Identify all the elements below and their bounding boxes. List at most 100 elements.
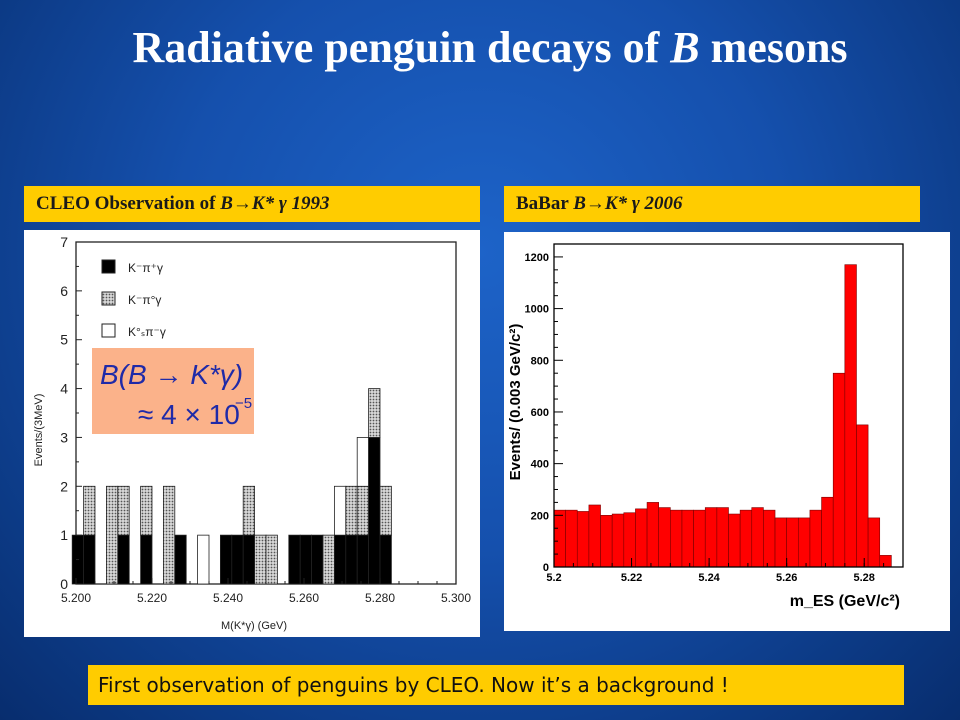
- cleo-y-tick-label: 5: [60, 332, 68, 348]
- cleo-bar: [379, 485, 392, 536]
- slide-title: Radiative penguin decays of B mesons: [132, 23, 848, 72]
- branching-ratio-formula: B(B → K*γ) ≈ 4 × 10 −5: [92, 348, 254, 434]
- babar-bar: [739, 509, 753, 568]
- cleo-y-axis-label: Events/(3MeV): [33, 394, 45, 467]
- formula-exponent: −5: [235, 395, 252, 412]
- cleo-bar: [322, 534, 335, 585]
- cleo-x-tick-label: 5.260: [289, 591, 319, 605]
- cleo-chart-panel: 0 1 2 3 4 5 6 7 5.200 5.220 5.240 5.260 5.280 5.300 K…: [24, 230, 480, 637]
- cleo-bar: [368, 388, 381, 438]
- babar-bar: [821, 496, 834, 568]
- cleo-banner: CLEO Observation of B→K* γ 1993: [24, 186, 480, 222]
- babar-y-tick-label: 0: [543, 562, 549, 574]
- cleo-bar: [83, 485, 96, 536]
- cleo-bar: [345, 485, 358, 536]
- babar-bar: [867, 517, 881, 568]
- babar-bar: [553, 509, 566, 568]
- cleo-x-tick-label: 5.220: [137, 591, 167, 605]
- cleo-y-tick-label: 2: [60, 478, 68, 494]
- cleo-y-tick-label: 4: [60, 381, 68, 397]
- cleo-bar: [299, 534, 313, 585]
- footer-caption: First observation of penguins by CLEO. N…: [88, 665, 904, 705]
- cleo-bar: [231, 534, 244, 585]
- babar-bar: [704, 507, 718, 568]
- formula-line-1: B(B → K*γ): [100, 359, 243, 390]
- cleo-legend-swatch: [101, 323, 116, 338]
- formula-line-2: ≈ 4 × 10: [138, 399, 240, 430]
- cleo-bar: [83, 534, 96, 585]
- babar-bar: [751, 507, 764, 568]
- babar-bar: [588, 504, 601, 568]
- cleo-y-tick-label: 7: [60, 234, 68, 250]
- babar-bar: [611, 513, 625, 568]
- cleo-y-tick-label: 0: [60, 576, 68, 592]
- babar-y-tick-label: 1000: [525, 304, 549, 316]
- babar-bar: [716, 507, 729, 568]
- babar-y-tick-label: 400: [531, 459, 549, 471]
- cleo-y-tick-label: 3: [60, 429, 68, 445]
- babar-y-tick-label: 1200: [525, 252, 549, 264]
- cleo-y-tick-label: 1: [60, 527, 68, 543]
- cleo-bar: [368, 437, 381, 585]
- cleo-x-tick-label: 5.200: [61, 591, 91, 605]
- cleo-bar: [288, 534, 301, 585]
- cleo-bar: [333, 534, 347, 585]
- babar-bar: [797, 517, 811, 568]
- cleo-x-tick-label: 5.240: [213, 591, 243, 605]
- cleo-bar: [333, 485, 347, 536]
- cleo-bar: [254, 534, 267, 585]
- babar-bar: [832, 372, 846, 568]
- cleo-bar: [140, 534, 153, 585]
- babar-bar: [600, 515, 613, 568]
- cleo-bar: [311, 534, 324, 585]
- babar-y-tick-label: 600: [531, 407, 549, 419]
- cleo-bar: [117, 534, 130, 585]
- babar-y-tick-label: 800: [531, 355, 549, 367]
- cleo-bar: [106, 485, 119, 585]
- cleo-bar: [356, 437, 370, 487]
- babar-y-tick-label: 200: [531, 510, 549, 522]
- babar-bar: [809, 509, 822, 568]
- babar-bar: [786, 517, 799, 568]
- cleo-legend-label: K⁻π°γ: [128, 293, 161, 307]
- babar-bar: [658, 507, 671, 568]
- babar-bar: [763, 509, 776, 568]
- cleo-bar: [219, 534, 233, 585]
- cleo-bar: [140, 485, 153, 536]
- babar-banner: BaBar B→K* γ 2006: [504, 186, 920, 222]
- cleo-bar: [356, 534, 370, 585]
- cleo-x-tick-label: 5.280: [365, 591, 395, 605]
- cleo-bar: [197, 534, 210, 585]
- babar-bar: [728, 513, 741, 568]
- babar-bar: [646, 502, 659, 568]
- babar-bar: [565, 509, 578, 568]
- babar-bar: [576, 511, 590, 568]
- cleo-bar: [242, 485, 255, 536]
- cleo-chart: 0 1 2 3 4 5 6 7 5.200 5.220 5.240 5.260 5.280 5.300 K…: [33, 234, 471, 632]
- cleo-legend-label: K°ₛπ⁻γ: [128, 325, 166, 339]
- cleo-bar: [117, 485, 130, 536]
- cleo-y-tick-label: 6: [60, 283, 68, 299]
- babar-x-tick-label: 5.24: [698, 572, 720, 584]
- babar-y-axis-label: Events/ (0.003 GeV/c²): [507, 324, 524, 481]
- babar-bar: [681, 509, 694, 568]
- babar-x-tick-label: 5.2: [546, 572, 561, 584]
- cleo-bar: [174, 534, 187, 585]
- babar-x-tick-label: 5.28: [854, 572, 875, 584]
- cleo-legend-swatch: [101, 291, 116, 306]
- cleo-legend-label: K⁻π⁺γ: [128, 261, 163, 275]
- cleo-bar: [265, 534, 278, 585]
- babar-bar: [879, 555, 892, 568]
- cleo-bar: [162, 485, 176, 585]
- cleo-x-axis-label: M(K*γ) (GeV): [221, 620, 287, 632]
- babar-x-tick-label: 5.26: [776, 572, 797, 584]
- cleo-bar: [345, 534, 358, 585]
- babar-x-tick-label: 5.22: [621, 572, 642, 584]
- babar-bar: [693, 509, 706, 568]
- cleo-x-tick-label: 5.300: [441, 591, 471, 605]
- babar-x-axis-label: m_ES (GeV/c²): [790, 593, 900, 610]
- cleo-legend-swatch: [101, 259, 116, 274]
- babar-bar: [670, 509, 683, 568]
- babar-bar: [844, 264, 857, 568]
- cleo-bar: [242, 534, 255, 585]
